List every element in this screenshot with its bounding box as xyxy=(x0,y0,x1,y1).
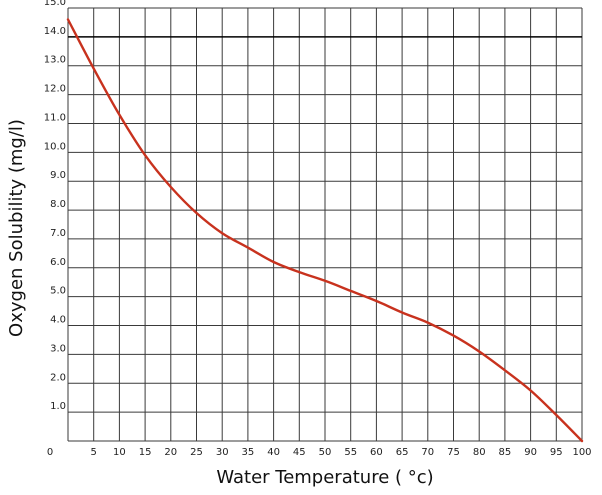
x-tick-label: 65 xyxy=(396,447,409,458)
y-axis-label: Oxygen Solubility (mg/l) xyxy=(6,119,27,337)
x-tick-label: 100 xyxy=(572,447,591,458)
y-tick-label: 5.0 xyxy=(50,286,66,297)
x-tick-label: 50 xyxy=(319,447,332,458)
y-tick-label: 1.0 xyxy=(50,401,66,412)
y-tick-label: 6.0 xyxy=(50,257,66,268)
y-tick-label: 8.0 xyxy=(50,199,66,210)
grid xyxy=(67,7,583,442)
x-tick-label: 15 xyxy=(139,447,152,458)
x-tick-label: 95 xyxy=(550,447,563,458)
y-tick-label: 13.0 xyxy=(44,55,66,66)
x-tick-label: 20 xyxy=(164,447,177,458)
y-tick-label: 4.0 xyxy=(50,315,66,326)
x-tick-label: 0 xyxy=(47,447,53,458)
y-tick-label: 10.0 xyxy=(44,141,66,152)
x-tick-label: 80 xyxy=(473,447,486,458)
x-tick-label: 5 xyxy=(91,447,97,458)
x-tick-label: 40 xyxy=(267,447,280,458)
x-tick-label: 55 xyxy=(344,447,357,458)
y-tick-label: 15.0 xyxy=(44,0,66,8)
y-tick-label: 14.0 xyxy=(44,26,66,37)
x-tick-label: 60 xyxy=(370,447,383,458)
x-axis-label: Water Temperature ( °c) xyxy=(216,467,433,488)
y-tick-label: 12.0 xyxy=(44,84,66,95)
x-tick-label: 85 xyxy=(499,447,512,458)
x-tick-label: 70 xyxy=(421,447,434,458)
y-tick-label: 7.0 xyxy=(50,228,66,239)
y-axis-ticks: 1.0 2.0 3.0 4.0 5.0 6.0 7.0 8.0 9.0 10.0 11.0 12.0 1… xyxy=(44,0,66,412)
x-tick-label: 75 xyxy=(447,447,460,458)
y-tick-label: 9.0 xyxy=(50,170,66,181)
x-tick-label: 25 xyxy=(190,447,203,458)
solubility-curve xyxy=(66,18,584,443)
x-tick-label: 90 xyxy=(524,447,537,458)
x-tick-label: 35 xyxy=(242,447,255,458)
x-tick-label: 10 xyxy=(113,447,126,458)
x-tick-label: 45 xyxy=(293,447,306,458)
x-tick-label: 30 xyxy=(216,447,229,458)
y-tick-label: 3.0 xyxy=(50,343,66,354)
plot-area xyxy=(66,18,584,443)
x-axis-ticks: 0 5 10 15 20 25 30 35 40 45 50 55 60 65 70 75 80 85 90 95 10… xyxy=(47,447,592,458)
y-tick-label: 2.0 xyxy=(50,372,66,383)
y-tick-label: 11.0 xyxy=(44,112,66,123)
